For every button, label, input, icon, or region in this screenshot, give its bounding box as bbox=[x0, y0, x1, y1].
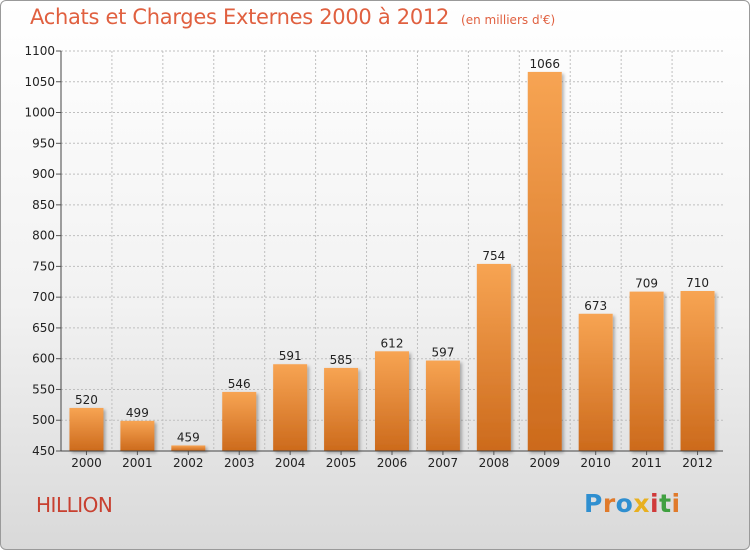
y-tick-label: 800 bbox=[32, 229, 55, 243]
bar bbox=[578, 313, 613, 451]
bar bbox=[222, 391, 257, 451]
y-tick-label: 850 bbox=[32, 198, 55, 212]
logo-letter: r bbox=[602, 489, 616, 518]
value-labels: 520 499 459 546 591 585 612 597 754 1066 673 709 710 bbox=[75, 57, 709, 445]
x-tick-label: 2002 bbox=[173, 456, 204, 470]
bar bbox=[171, 445, 206, 451]
data-label: 499 bbox=[126, 406, 149, 420]
bar bbox=[680, 291, 715, 451]
x-tick-label: 2010 bbox=[580, 456, 611, 470]
y-tick-label: 600 bbox=[32, 352, 55, 366]
chart-title: Achats et Charges Externes 2000 à 2012 bbox=[30, 5, 450, 29]
y-tick-label: 650 bbox=[32, 321, 55, 335]
x-tick-label: 2006 bbox=[377, 456, 408, 470]
x-tick-label: 2008 bbox=[479, 456, 510, 470]
axes: 450 500 550 600 650 700 750 800 850 900 950 1000 105… bbox=[24, 44, 723, 470]
x-tick-label: 2012 bbox=[682, 456, 713, 470]
x-tick-label: 2003 bbox=[224, 456, 255, 470]
bar bbox=[425, 360, 460, 451]
x-tick-label: 2004 bbox=[275, 456, 306, 470]
bar bbox=[324, 367, 359, 451]
x-tick-label: 2007 bbox=[428, 456, 459, 470]
logo-letter: t bbox=[659, 489, 672, 518]
chart-subtitle: (en milliers d'€) bbox=[461, 13, 556, 27]
y-tick-label: 450 bbox=[32, 444, 55, 458]
y-tick-label: 500 bbox=[32, 413, 55, 427]
commune-name: HILLION bbox=[36, 493, 113, 517]
y-tick-label: 1100 bbox=[24, 44, 55, 58]
y-tick-label: 550 bbox=[32, 382, 55, 396]
data-label: 709 bbox=[635, 277, 658, 291]
data-label: 1066 bbox=[529, 57, 560, 71]
x-tick-label: 2009 bbox=[529, 456, 560, 470]
title-row: Achats et Charges Externes 2000 à 2012 (e… bbox=[30, 5, 555, 29]
bars bbox=[69, 71, 715, 451]
data-label: 591 bbox=[279, 349, 302, 363]
y-tick-label: 750 bbox=[32, 259, 55, 273]
data-label: 754 bbox=[482, 249, 505, 263]
x-tick-label: 2000 bbox=[71, 456, 102, 470]
y-tick-label: 700 bbox=[32, 290, 55, 304]
y-tick-label: 1050 bbox=[24, 75, 55, 89]
y-tick-label: 1000 bbox=[24, 106, 55, 120]
bar bbox=[375, 351, 409, 451]
x-tick-label: 2011 bbox=[631, 456, 662, 470]
data-label: 597 bbox=[431, 346, 454, 360]
y-tick-label: 950 bbox=[32, 136, 55, 150]
bar bbox=[69, 407, 104, 451]
logo-letter: x bbox=[633, 489, 650, 518]
x-tick-label: 2001 bbox=[122, 456, 153, 470]
data-label: 585 bbox=[330, 353, 353, 367]
x-tick-label: 2005 bbox=[326, 456, 357, 470]
data-label: 612 bbox=[381, 336, 404, 350]
logo-letter: i bbox=[671, 489, 681, 518]
data-label: 546 bbox=[228, 377, 251, 391]
grid-lines bbox=[61, 50, 723, 451]
y-tick-label: 900 bbox=[32, 167, 55, 181]
bar bbox=[527, 71, 562, 451]
data-label: 520 bbox=[75, 393, 98, 407]
bar bbox=[476, 263, 511, 451]
data-label: 710 bbox=[686, 276, 709, 290]
data-label: 459 bbox=[177, 430, 200, 444]
logo-letter: o bbox=[615, 489, 634, 518]
bar bbox=[273, 364, 308, 451]
bar bbox=[120, 420, 155, 451]
bar bbox=[629, 291, 664, 451]
logo-letter: i bbox=[650, 489, 660, 518]
proxiti-logo: Proxiti bbox=[584, 489, 681, 518]
logo-letter: P bbox=[584, 489, 603, 518]
data-label: 673 bbox=[584, 299, 607, 313]
